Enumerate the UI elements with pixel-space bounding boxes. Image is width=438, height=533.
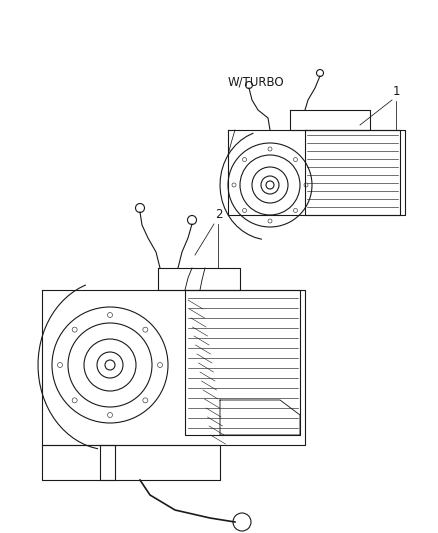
Circle shape [107, 413, 113, 417]
Circle shape [243, 208, 247, 213]
Circle shape [232, 183, 236, 187]
Circle shape [304, 183, 308, 187]
Circle shape [57, 362, 63, 367]
Circle shape [293, 208, 297, 213]
Circle shape [107, 312, 113, 318]
Circle shape [158, 362, 162, 367]
Text: 1: 1 [393, 85, 400, 98]
Circle shape [72, 398, 77, 403]
Text: W/TURBO: W/TURBO [228, 76, 285, 88]
Circle shape [243, 158, 247, 161]
Circle shape [268, 147, 272, 151]
Circle shape [72, 327, 77, 332]
Circle shape [268, 219, 272, 223]
Circle shape [143, 327, 148, 332]
Text: 2: 2 [215, 208, 223, 221]
Circle shape [143, 398, 148, 403]
Circle shape [293, 158, 297, 161]
